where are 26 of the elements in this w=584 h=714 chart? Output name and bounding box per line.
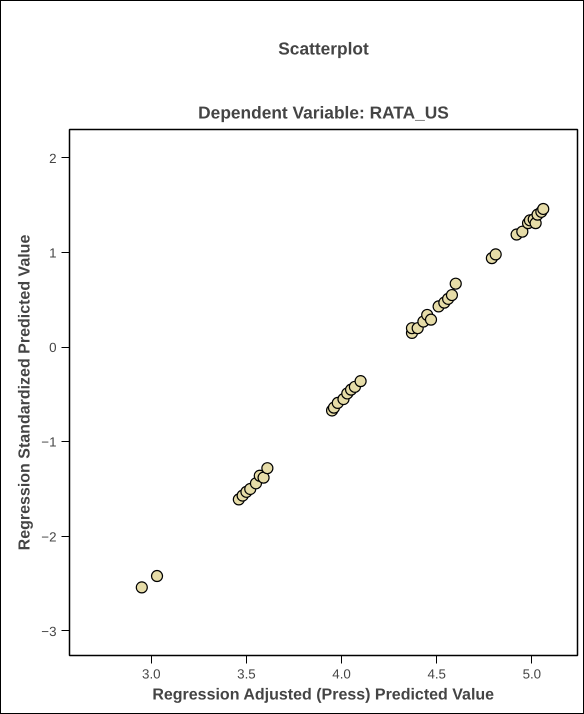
chart-title: Scatterplot bbox=[278, 38, 369, 58]
point bbox=[354, 375, 367, 388]
point bbox=[257, 472, 270, 484]
x-tick-label: 5.0 bbox=[522, 666, 542, 682]
chart-subtitle: Dependent Variable: RATA_US bbox=[198, 102, 449, 122]
y-axis-title: Regression Standardized Predicted Value bbox=[16, 234, 34, 550]
y-tick-label: 0 bbox=[49, 340, 57, 356]
point bbox=[424, 314, 438, 326]
y-tick-label: −1 bbox=[41, 434, 57, 450]
x-tick-label: 4.0 bbox=[332, 666, 351, 682]
x-axis-title: Regression Adjusted (Press) Predicted Value bbox=[152, 686, 494, 704]
point bbox=[136, 581, 148, 594]
point bbox=[261, 462, 274, 474]
point bbox=[516, 226, 528, 238]
x-tick-label: 3.5 bbox=[237, 666, 256, 682]
x-tick-label: 4.5 bbox=[427, 666, 446, 682]
y-tick-label: 1 bbox=[49, 245, 57, 260]
y-tick-label: −2 bbox=[41, 529, 57, 544]
point bbox=[490, 248, 502, 260]
y-tick-label: −3 bbox=[41, 624, 57, 639]
point bbox=[537, 202, 550, 216]
y-tick-label: 2 bbox=[49, 150, 57, 166]
x-tick-label: 3.0 bbox=[142, 666, 161, 682]
point bbox=[446, 288, 458, 302]
point bbox=[450, 278, 462, 290]
point bbox=[150, 570, 164, 582]
